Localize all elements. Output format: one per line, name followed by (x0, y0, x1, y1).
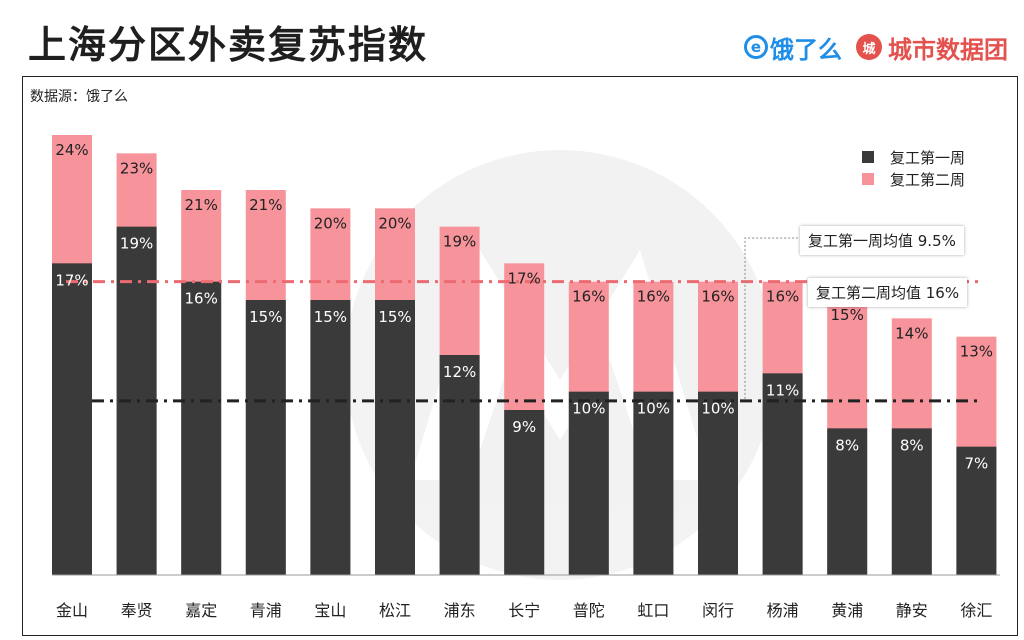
data-label-week2-13: 14% (895, 324, 928, 342)
legend-swatch-week2 (862, 173, 874, 185)
data-label-week1-1: 19% (120, 235, 153, 253)
data-label-week1-8: 10% (572, 400, 605, 418)
x-tick-label-2: 嘉定 (185, 601, 217, 620)
bar-week1-3 (245, 300, 286, 575)
legend-label-week1: 复工第一周 (890, 148, 966, 167)
legend-swatch-week1 (862, 151, 874, 163)
data-label-week1-11: 11% (766, 381, 799, 399)
eleme-icon: e (744, 35, 768, 59)
data-label-week2-2: 21% (185, 196, 218, 214)
data-label-week2-10: 16% (701, 288, 734, 306)
bar-week1-5 (375, 300, 415, 575)
average-leader-line (744, 237, 798, 399)
x-tick-label-8: 普陀 (573, 601, 605, 620)
data-label-week2-9: 16% (637, 288, 670, 306)
bar-week1-7 (504, 410, 545, 575)
brand-logos: e 饿了么 城 城市数据团 (744, 30, 1008, 64)
data-label-week2-4: 20% (314, 214, 347, 232)
bar-week1-13 (891, 428, 932, 575)
x-tick-label-14: 徐汇 (960, 601, 992, 620)
bar-week1-10 (698, 391, 738, 575)
data-label-week2-5: 20% (378, 214, 411, 232)
eleme-logo-text: 饿了么 (770, 35, 842, 64)
bars-layer (52, 135, 997, 576)
data-label-week1-3: 15% (249, 308, 282, 326)
bar-week1-11 (762, 373, 803, 575)
data-label-week1-2: 16% (185, 290, 218, 308)
data-label-week1-0: 17% (55, 271, 88, 289)
data-label-week1-5: 15% (378, 308, 411, 326)
data-label-week2-6: 19% (443, 233, 476, 251)
labels-layer: 24% 17% 23% 19% 21% 16% 21% 15% 20% 15% 20% 15% 19% 1… (55, 141, 993, 473)
city-data-logo-text: 城市数据团 (888, 35, 1008, 64)
x-tick-label-5: 松江 (379, 601, 411, 620)
bar-week1-4 (310, 300, 351, 575)
x-tick-label-13: 静安 (896, 601, 928, 620)
data-label-week2-12: 15% (831, 306, 864, 324)
legend: 复工第一周 复工第二周 (862, 146, 994, 190)
data-label-week2-3: 21% (249, 196, 282, 214)
data-label-week1-6: 12% (443, 363, 476, 381)
bar-week1-12 (827, 428, 868, 575)
legend-label-week2: 复工第二周 (890, 170, 966, 189)
data-label-week2-0: 24% (55, 141, 88, 159)
x-tick-label-6: 浦东 (444, 601, 476, 620)
bar-week1-6 (439, 355, 480, 575)
x-tick-label-1: 奉贤 (121, 601, 153, 620)
bar-week1-2 (181, 281, 222, 575)
x-tick-label-4: 宝山 (314, 601, 346, 620)
data-label-week2-14: 13% (960, 343, 993, 361)
data-label-week2-8: 16% (572, 288, 605, 306)
eleme-logo: e 饿了么 (744, 30, 842, 65)
x-axis-ticks: 金山 奉贤 嘉定 青浦 宝山 松江 浦东 长宁 普陀 虹口 闵行 杨浦 黄浦 静安 徐汇 (56, 601, 992, 620)
data-label-week2-7: 17% (508, 269, 541, 287)
city-data-icon: 城 (856, 34, 882, 60)
legend-item-week2: 复工第二周 (862, 168, 994, 190)
x-tick-label-12: 黄浦 (831, 601, 863, 620)
legend-item-week1: 复工第一周 (862, 146, 994, 168)
data-label-week1-4: 15% (314, 308, 347, 326)
bar-week1-9 (633, 391, 674, 575)
data-label-week2-11: 16% (766, 288, 799, 306)
x-tick-label-0: 金山 (56, 601, 88, 620)
data-label-week1-10: 10% (701, 400, 734, 418)
x-tick-label-7: 长宁 (508, 601, 540, 620)
data-label-week1-12: 8% (835, 436, 859, 454)
data-label-week1-14: 7% (965, 455, 989, 473)
data-label-week1-7: 9% (512, 418, 536, 436)
average-annotation-week1: 复工第一周均值 9.5% (800, 226, 964, 255)
x-tick-label-10: 闵行 (702, 601, 734, 620)
data-source: 数据源：饿了么 (30, 89, 128, 105)
x-tick-label-11: 杨浦 (767, 601, 799, 620)
data-label-week1-13: 8% (900, 436, 924, 454)
x-tick-label-9: 虹口 (637, 601, 669, 620)
city-data-logo: 城 城市数据团 (856, 30, 1008, 65)
chart-frame (22, 76, 1018, 636)
bar-week1-8 (568, 391, 609, 575)
bar-week1-14 (956, 446, 997, 575)
data-label-week1-9: 10% (637, 400, 670, 418)
page-title: 上海分区外卖复苏指数 (28, 23, 429, 67)
x-tick-label-3: 青浦 (250, 601, 282, 620)
data-label-week2-1: 23% (120, 159, 153, 177)
bar-week1-0 (52, 263, 92, 575)
average-annotation-week2: 复工第二周均值 16% (808, 278, 968, 307)
